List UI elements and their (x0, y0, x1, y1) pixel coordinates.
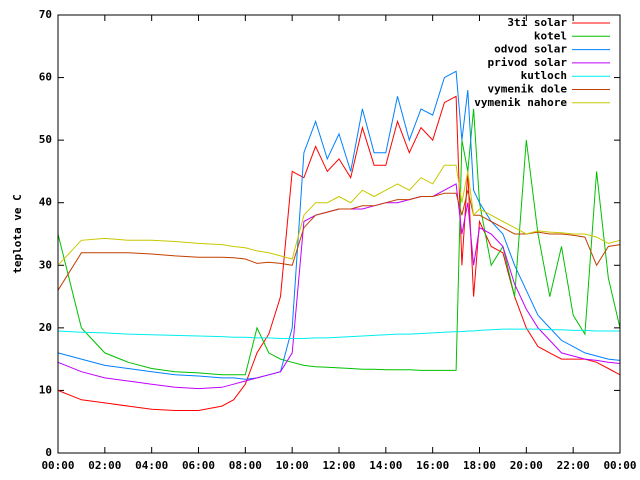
x-tick-label: 12:00 (322, 459, 355, 472)
y-tick-label: 70 (39, 8, 52, 21)
legend-label: vymenik dole (488, 83, 568, 96)
y-tick-label: 20 (39, 321, 52, 334)
x-tick-label: 00:00 (41, 459, 74, 472)
legend-label: kotel (534, 29, 567, 42)
y-tick-label: 40 (39, 196, 52, 209)
series-line (57, 183, 621, 390)
y-axis-label: teplota ve C (11, 194, 24, 273)
x-tick-label: 22:00 (557, 459, 590, 472)
x-tick-label: 10:00 (276, 459, 309, 472)
legend-label: privod solar (488, 56, 568, 69)
legend-label: kutloch (521, 69, 567, 82)
x-tick-label: 08:00 (229, 459, 262, 472)
series-line (57, 164, 621, 266)
series-line (57, 108, 621, 376)
y-tick-label: 10 (39, 383, 52, 396)
legend-label: vymenik nahore (474, 96, 567, 109)
legend-label: 3ti solar (507, 16, 567, 29)
x-tick-label: 18:00 (463, 459, 496, 472)
x-tick-label: 04:00 (135, 459, 168, 472)
plot-frame (57, 14, 621, 454)
x-tick-label: 02:00 (88, 459, 121, 472)
y-tick-label: 50 (39, 133, 52, 146)
x-tick-label: 14:00 (369, 459, 402, 472)
y-tick-label: 60 (39, 71, 52, 84)
series-line (57, 70, 621, 380)
x-tick-label: 20:00 (510, 459, 543, 472)
y-tick-label: 0 (45, 446, 52, 459)
series-line (57, 328, 620, 339)
series-line (57, 190, 621, 291)
y-tick-label: 30 (39, 258, 52, 271)
legend-label: odvod solar (494, 43, 567, 56)
x-tick-label: 16:00 (416, 459, 449, 472)
x-tick-label: 00:00 (603, 459, 636, 472)
series-line (57, 95, 621, 411)
x-tick-label: 06:00 (182, 459, 215, 472)
